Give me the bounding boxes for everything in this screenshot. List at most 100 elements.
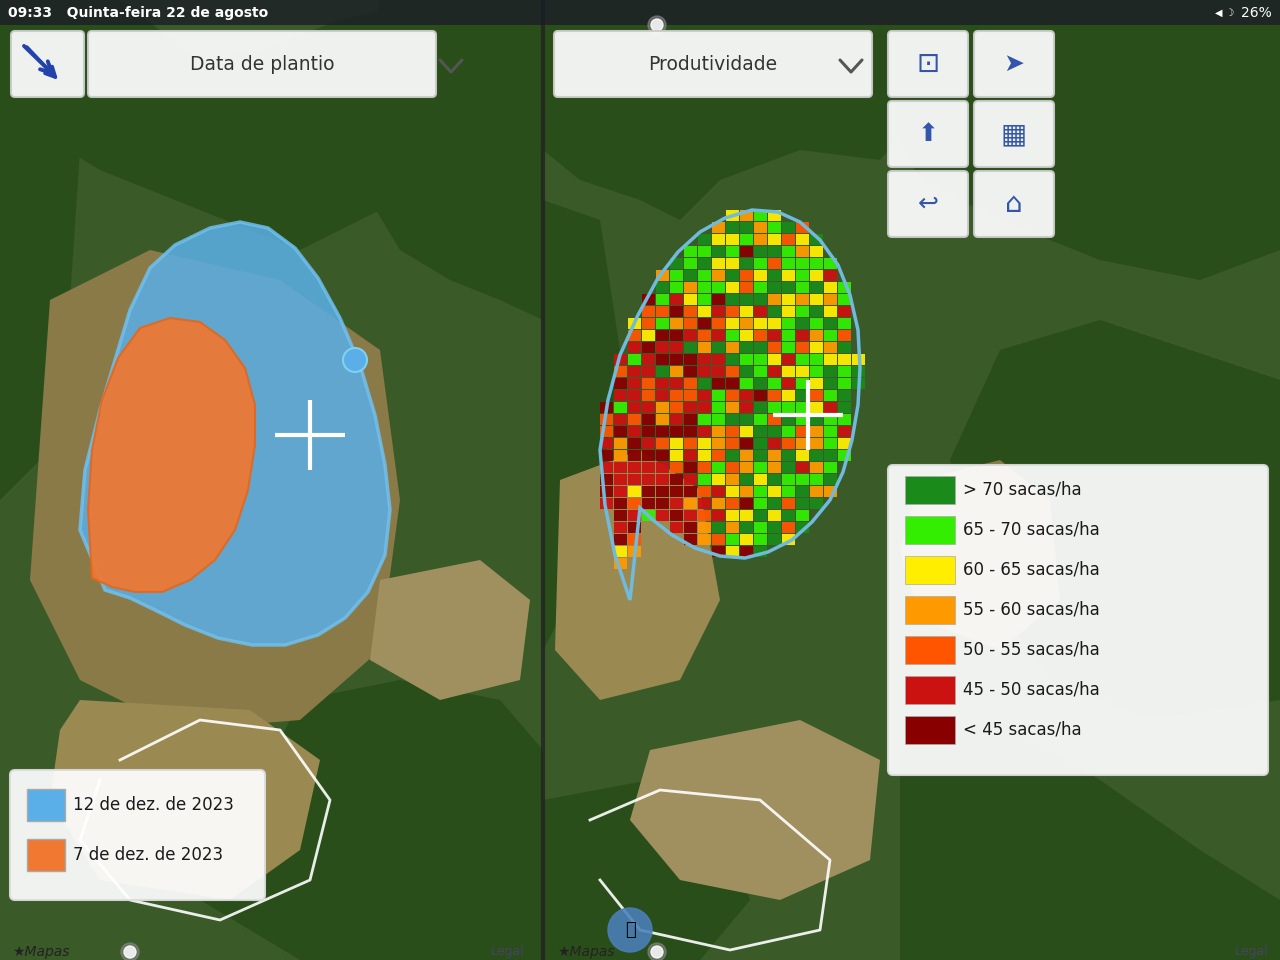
FancyBboxPatch shape	[768, 258, 781, 269]
FancyBboxPatch shape	[712, 258, 724, 269]
FancyBboxPatch shape	[768, 246, 781, 257]
FancyBboxPatch shape	[628, 390, 641, 401]
FancyBboxPatch shape	[712, 246, 724, 257]
Polygon shape	[900, 720, 1280, 960]
FancyBboxPatch shape	[824, 318, 837, 329]
FancyBboxPatch shape	[684, 366, 698, 377]
FancyBboxPatch shape	[726, 402, 739, 413]
FancyBboxPatch shape	[684, 246, 698, 257]
FancyBboxPatch shape	[754, 402, 767, 413]
FancyBboxPatch shape	[628, 378, 641, 389]
FancyBboxPatch shape	[12, 31, 84, 97]
FancyBboxPatch shape	[824, 354, 837, 365]
FancyBboxPatch shape	[810, 498, 823, 509]
Polygon shape	[0, 0, 543, 250]
FancyBboxPatch shape	[712, 342, 724, 353]
FancyBboxPatch shape	[768, 462, 781, 473]
FancyBboxPatch shape	[824, 426, 837, 437]
Polygon shape	[88, 318, 255, 592]
FancyBboxPatch shape	[712, 294, 724, 305]
FancyBboxPatch shape	[754, 222, 767, 233]
FancyBboxPatch shape	[740, 282, 753, 293]
Circle shape	[343, 348, 367, 372]
FancyBboxPatch shape	[698, 462, 710, 473]
FancyBboxPatch shape	[698, 402, 710, 413]
FancyBboxPatch shape	[740, 210, 753, 221]
FancyBboxPatch shape	[796, 450, 809, 461]
FancyBboxPatch shape	[740, 474, 753, 485]
FancyBboxPatch shape	[796, 426, 809, 437]
FancyBboxPatch shape	[810, 258, 823, 269]
Circle shape	[652, 946, 663, 958]
FancyBboxPatch shape	[740, 498, 753, 509]
FancyBboxPatch shape	[768, 306, 781, 317]
FancyBboxPatch shape	[712, 282, 724, 293]
FancyBboxPatch shape	[698, 390, 710, 401]
FancyBboxPatch shape	[796, 378, 809, 389]
FancyBboxPatch shape	[712, 390, 724, 401]
Text: Legal: Legal	[1234, 946, 1268, 958]
FancyBboxPatch shape	[740, 366, 753, 377]
FancyBboxPatch shape	[740, 234, 753, 245]
FancyBboxPatch shape	[905, 596, 955, 624]
FancyBboxPatch shape	[768, 390, 781, 401]
FancyBboxPatch shape	[657, 294, 669, 305]
FancyBboxPatch shape	[796, 270, 809, 281]
FancyBboxPatch shape	[782, 414, 795, 425]
FancyBboxPatch shape	[669, 462, 684, 473]
FancyBboxPatch shape	[712, 426, 724, 437]
FancyBboxPatch shape	[838, 450, 851, 461]
FancyBboxPatch shape	[796, 294, 809, 305]
FancyBboxPatch shape	[698, 306, 710, 317]
Circle shape	[122, 943, 140, 960]
Text: ⬆: ⬆	[918, 122, 938, 146]
FancyBboxPatch shape	[684, 414, 698, 425]
FancyBboxPatch shape	[712, 222, 724, 233]
FancyBboxPatch shape	[782, 282, 795, 293]
FancyBboxPatch shape	[782, 258, 795, 269]
FancyBboxPatch shape	[810, 318, 823, 329]
FancyBboxPatch shape	[669, 474, 684, 485]
FancyBboxPatch shape	[838, 378, 851, 389]
FancyBboxPatch shape	[643, 354, 655, 365]
FancyBboxPatch shape	[712, 522, 724, 533]
FancyBboxPatch shape	[600, 486, 613, 497]
FancyBboxPatch shape	[614, 510, 627, 521]
FancyBboxPatch shape	[657, 450, 669, 461]
FancyBboxPatch shape	[768, 282, 781, 293]
FancyBboxPatch shape	[810, 342, 823, 353]
Text: 60 - 65 sacas/ha: 60 - 65 sacas/ha	[963, 561, 1100, 579]
FancyBboxPatch shape	[614, 522, 627, 533]
FancyBboxPatch shape	[643, 390, 655, 401]
FancyBboxPatch shape	[669, 366, 684, 377]
FancyBboxPatch shape	[712, 510, 724, 521]
FancyBboxPatch shape	[657, 282, 669, 293]
FancyBboxPatch shape	[657, 462, 669, 473]
FancyBboxPatch shape	[782, 294, 795, 305]
FancyBboxPatch shape	[754, 246, 767, 257]
FancyBboxPatch shape	[698, 438, 710, 449]
FancyBboxPatch shape	[810, 246, 823, 257]
FancyBboxPatch shape	[614, 546, 627, 557]
FancyBboxPatch shape	[782, 354, 795, 365]
Polygon shape	[200, 680, 543, 960]
FancyBboxPatch shape	[643, 378, 655, 389]
FancyBboxPatch shape	[628, 366, 641, 377]
FancyBboxPatch shape	[838, 294, 851, 305]
FancyBboxPatch shape	[768, 222, 781, 233]
FancyBboxPatch shape	[754, 330, 767, 341]
FancyBboxPatch shape	[768, 426, 781, 437]
FancyBboxPatch shape	[796, 474, 809, 485]
FancyBboxPatch shape	[669, 450, 684, 461]
Text: ➤: ➤	[1004, 52, 1024, 76]
FancyBboxPatch shape	[726, 330, 739, 341]
FancyBboxPatch shape	[643, 294, 655, 305]
FancyBboxPatch shape	[768, 330, 781, 341]
FancyBboxPatch shape	[754, 534, 767, 545]
Text: 09:33   Quinta-feira 22 de agosto: 09:33 Quinta-feira 22 de agosto	[8, 6, 269, 20]
FancyBboxPatch shape	[974, 31, 1053, 97]
FancyBboxPatch shape	[643, 438, 655, 449]
Text: 7 de dez. de 2023: 7 de dez. de 2023	[73, 846, 223, 864]
FancyBboxPatch shape	[600, 426, 613, 437]
FancyBboxPatch shape	[782, 390, 795, 401]
